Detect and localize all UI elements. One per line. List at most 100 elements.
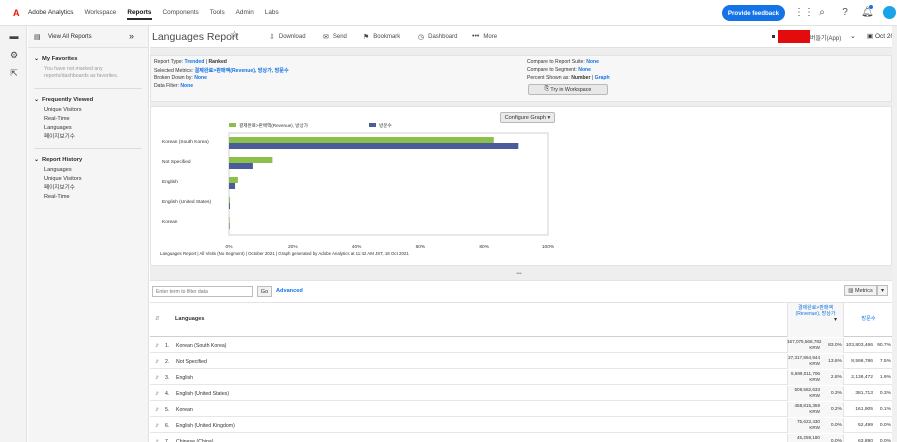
list-item[interactable]: 페이지보기수 bbox=[44, 134, 75, 140]
filter-input[interactable] bbox=[152, 286, 253, 297]
cell-bg bbox=[787, 370, 843, 385]
row-visits-value: 2,136,472 bbox=[851, 375, 873, 380]
bar bbox=[229, 177, 238, 183]
table-row[interactable]: ⇵ 6. English (United Kingdom) 75,622,430 KR… bbox=[150, 418, 897, 433]
row-action-icon[interactable]: ⇵ bbox=[155, 407, 160, 413]
provide-feedback-button[interactable]: Provide feedback bbox=[722, 5, 785, 21]
chevron-down-icon[interactable]: ⌄ bbox=[850, 33, 856, 40]
col-visits[interactable]: 방문수 bbox=[843, 303, 893, 337]
row-action-icon[interactable]: ⇵ bbox=[155, 375, 160, 381]
collapse-sidebar-icon[interactable]: » bbox=[128, 31, 134, 41]
row-language[interactable]: English bbox=[176, 375, 194, 381]
nav-components[interactable]: Components bbox=[162, 9, 199, 16]
resize-handle[interactable]: ••• bbox=[516, 271, 522, 277]
col-revenue-label: 결제완료>판매액 (Revenue), 방상가 bbox=[795, 305, 836, 317]
configure-graph-button[interactable]: Configure Graph ▾ bbox=[500, 112, 555, 123]
x-tick-label: 0% bbox=[226, 244, 234, 250]
bar bbox=[229, 183, 236, 189]
list-item[interactable]: Real-Time bbox=[44, 116, 70, 122]
list-item[interactable]: Real-Time bbox=[44, 194, 70, 200]
row-language[interactable]: English (United Kingdom) bbox=[176, 423, 235, 429]
row-language[interactable]: Korean bbox=[176, 407, 193, 413]
advanced-filter-link[interactable]: Advanced bbox=[276, 288, 303, 294]
list-item[interactable]: Unique Visitors bbox=[44, 107, 82, 113]
legend-swatch bbox=[229, 123, 236, 127]
dashboard-button[interactable]: ◷ Dashboard bbox=[418, 33, 457, 41]
row-action-icon[interactable]: ⇵ bbox=[155, 343, 160, 349]
list-item[interactable]: Unique Visitors bbox=[44, 176, 82, 182]
row-language[interactable]: English (United States) bbox=[176, 391, 230, 397]
search-icon[interactable]: ⌕ bbox=[819, 7, 825, 18]
bell-icon[interactable]: 🔔︎ bbox=[861, 7, 874, 18]
row-action-icon[interactable]: ⇵ bbox=[155, 423, 160, 429]
favorites-toggle[interactable]: ⌄ My Favorites bbox=[34, 55, 148, 63]
row-language[interactable]: Not Specified bbox=[176, 359, 207, 365]
app-grid-icon[interactable]: ⋮⋮ bbox=[794, 7, 814, 18]
category-label: Korean bbox=[162, 219, 178, 225]
table-row[interactable]: ⇵ 3. English 5,689,011,706 KRW 2.8% 2,136,472… bbox=[150, 370, 897, 385]
nav-admin[interactable]: Admin bbox=[235, 9, 254, 16]
x-tick-label: 60% bbox=[416, 244, 426, 250]
row-action-icon[interactable]: ⇵ bbox=[155, 391, 160, 397]
try-in-workspace-button[interactable]: ⎘ Try in Workspace bbox=[528, 84, 608, 95]
row-revenue-percent: 2.8% bbox=[830, 375, 842, 380]
report-type-trended-link[interactable]: Trended bbox=[184, 59, 205, 65]
scrollbar[interactable] bbox=[892, 26, 897, 442]
nav-tools[interactable]: Tools bbox=[209, 9, 225, 16]
brand-name[interactable]: Adobe Analytics bbox=[28, 9, 74, 16]
percent-graph-link[interactable]: Graph bbox=[594, 75, 610, 81]
frequently-viewed-section: ⌄ Frequently Viewed Unique Visitors Real… bbox=[34, 96, 148, 141]
configure-graph-label: Configure Graph bbox=[504, 114, 546, 121]
list-item[interactable]: Languages bbox=[44, 125, 72, 131]
report-suite-selector[interactable]: 버들기(App) bbox=[810, 36, 842, 42]
bookmark-button[interactable]: ⚑ Bookmark bbox=[363, 33, 400, 41]
avatar[interactable] bbox=[883, 6, 896, 19]
reports-icon[interactable]: ▬ bbox=[9, 31, 19, 41]
more-button[interactable]: ••• More bbox=[472, 33, 497, 40]
row-visits-percent: 0.0% bbox=[879, 423, 891, 428]
send-button[interactable]: ✉ Send bbox=[323, 33, 347, 41]
list-item[interactable]: Languages bbox=[44, 167, 72, 173]
table-row[interactable]: ⇵ 7. Chinese (China) 45,259,180 KRW 0.0% 63,8… bbox=[150, 434, 897, 442]
send-label: Send bbox=[332, 34, 347, 40]
go-button[interactable]: Go bbox=[257, 286, 272, 297]
category-label: Korean (South Korea) bbox=[162, 139, 209, 145]
nav-labs[interactable]: Labs bbox=[264, 9, 279, 16]
col-languages[interactable]: Languages bbox=[175, 316, 205, 322]
table-row[interactable]: ⇵ 5. Korean 458,815,359 KRW 0.2% 161,905 0.1% bbox=[150, 402, 897, 417]
metrics-dropdown[interactable]: ▾ bbox=[877, 285, 888, 296]
report-history-toggle[interactable]: ⌄ Report History bbox=[34, 156, 148, 164]
sort-down-icon[interactable]: ▾ bbox=[834, 317, 838, 323]
col-revenue-visitors[interactable]: 결제완료>판매액 (Revenue), 방상가 bbox=[787, 303, 843, 337]
compare-segment-link[interactable]: None bbox=[578, 67, 591, 73]
favorites-empty-note: You have not marked any reports/dashboar… bbox=[44, 66, 119, 79]
frequently-viewed-toggle[interactable]: ⌄ Frequently Viewed bbox=[34, 96, 148, 104]
export-icon[interactable]: ⇱ bbox=[10, 68, 18, 78]
table-row[interactable]: ⇵ 4. English (United States) 509,582,633 KR… bbox=[150, 386, 897, 401]
row-language[interactable]: Korean (South Korea) bbox=[176, 343, 227, 349]
x-tick-label: 100% bbox=[542, 244, 555, 250]
row-action-icon[interactable]: ⇵ bbox=[155, 439, 160, 442]
date-range-picker[interactable]: ▣ Oct 20 bbox=[867, 32, 894, 40]
data-filter-key: Data Filter: bbox=[154, 83, 179, 89]
row-language[interactable]: Chinese (China) bbox=[176, 439, 214, 442]
table-row[interactable]: ⇵ 2. Not Specified 27,317,864,944 KRW 13.6% 8… bbox=[150, 354, 897, 369]
download-button[interactable]: ⇩ Download bbox=[269, 33, 306, 41]
settings-icon[interactable]: ⚙ bbox=[9, 50, 19, 60]
table-row[interactable]: ⇵ 1. Korean (South Korea) 167,075,568,782 K… bbox=[150, 338, 897, 353]
broken-down-link[interactable]: None bbox=[194, 75, 207, 81]
adobe-logo-icon[interactable]: A bbox=[13, 7, 20, 18]
selected-metrics-link[interactable]: 결제완료>판매액(Revenue), 방상가, 방문수 bbox=[194, 68, 289, 74]
compare-suite-link[interactable]: None bbox=[586, 59, 599, 65]
help-icon[interactable]: ? bbox=[842, 7, 848, 18]
favorite-star-icon[interactable]: ☆ bbox=[230, 30, 239, 41]
data-filter-link[interactable]: None bbox=[180, 83, 194, 89]
row-action-icon[interactable]: ⇵ bbox=[155, 359, 160, 365]
nav-reports[interactable]: Reports bbox=[127, 9, 152, 20]
metrics-button[interactable]: ▥ Metrics bbox=[844, 285, 877, 296]
separator: | bbox=[205, 59, 208, 65]
view-all-reports[interactable]: ▤ View All Reports » bbox=[28, 26, 148, 48]
list-item[interactable]: 페이지보기수 bbox=[44, 185, 75, 191]
nav-workspace[interactable]: Workspace bbox=[84, 9, 117, 16]
report-settings-panel: Report Type: Trended | Ranked Selected M… bbox=[150, 55, 892, 102]
